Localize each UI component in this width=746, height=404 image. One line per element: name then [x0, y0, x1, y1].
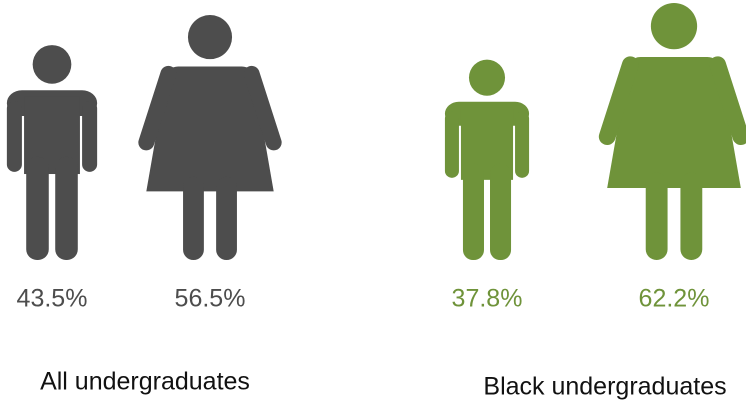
leg [26, 156, 49, 260]
person-icon [598, 3, 746, 260]
arm [6, 100, 22, 172]
arm [598, 56, 639, 145]
arm [515, 111, 530, 178]
arm [444, 111, 459, 178]
head [468, 59, 506, 96]
head [650, 3, 698, 50]
value-label: 62.2% [639, 285, 710, 313]
arm [138, 65, 177, 151]
leg [680, 172, 703, 260]
dress [146, 66, 274, 192]
group-label: Black undergraduates [483, 373, 726, 401]
leg [216, 176, 237, 260]
arm [709, 56, 746, 145]
leg [183, 176, 204, 260]
value-label: 56.5% [175, 285, 246, 313]
leg [55, 156, 78, 260]
head [187, 15, 233, 60]
leg [462, 163, 484, 260]
person-icon [444, 59, 530, 260]
value-label: 37.8% [452, 285, 523, 313]
person-icon [6, 45, 98, 260]
person-icon [138, 15, 282, 260]
leg [490, 163, 512, 260]
arm [243, 65, 282, 151]
value-label: 43.5% [17, 285, 88, 313]
head [32, 45, 72, 84]
dress [607, 56, 741, 189]
group-label: All undergraduates [40, 368, 250, 396]
leg [645, 172, 668, 260]
arm [82, 100, 98, 172]
